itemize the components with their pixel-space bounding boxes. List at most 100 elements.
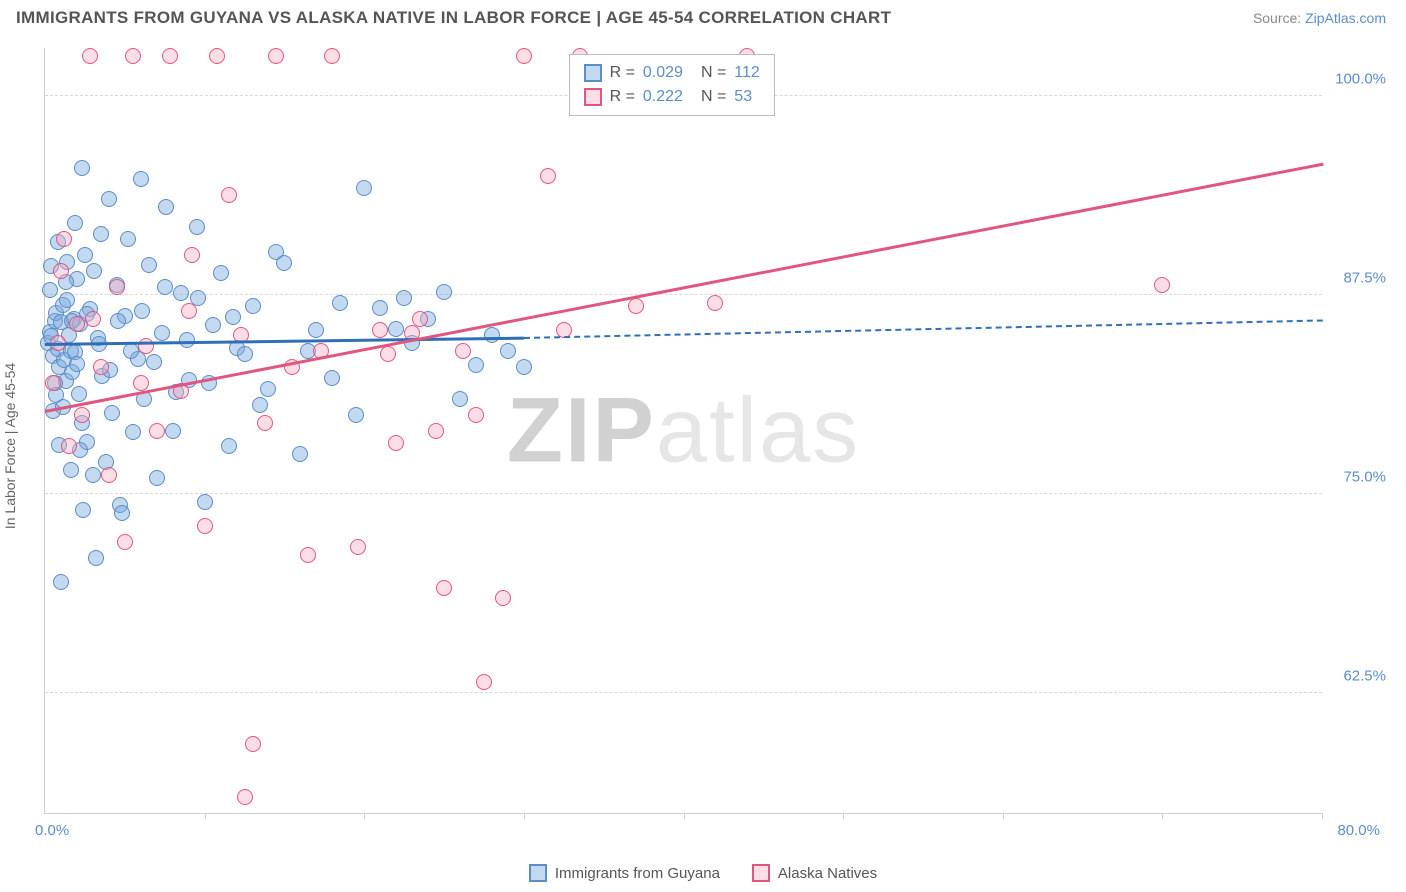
scatter-point <box>455 343 471 359</box>
scatter-point <box>157 279 173 295</box>
scatter-point <box>332 295 348 311</box>
correlation-row: R = 0.222N = 53 <box>584 85 760 109</box>
scatter-point <box>45 375 61 391</box>
scatter-point <box>85 311 101 327</box>
scatter-point <box>436 284 452 300</box>
legend-item: Immigrants from Guyana <box>529 864 720 882</box>
scatter-point <box>237 789 253 805</box>
scatter-point <box>372 322 388 338</box>
scatter-point <box>372 300 388 316</box>
scatter-point <box>86 263 102 279</box>
correlation-legend: R = 0.029N = 112R = 0.222N = 53 <box>569 54 775 116</box>
scatter-point <box>308 322 324 338</box>
gridline-horizontal <box>45 692 1322 693</box>
x-tick <box>364 813 365 819</box>
scatter-point <box>133 171 149 187</box>
legend-swatch <box>752 864 770 882</box>
x-tick <box>205 813 206 819</box>
scatter-point <box>500 343 516 359</box>
scatter-point <box>88 550 104 566</box>
scatter-point <box>484 327 500 343</box>
scatter-point <box>56 231 72 247</box>
scatter-point <box>74 160 90 176</box>
scatter-point <box>67 215 83 231</box>
scatter-point <box>468 407 484 423</box>
scatter-point <box>158 199 174 215</box>
scatter-point <box>75 502 91 518</box>
scatter-point <box>189 219 205 235</box>
scatter-point <box>109 279 125 295</box>
scatter-point <box>104 405 120 421</box>
scatter-point <box>428 423 444 439</box>
scatter-point <box>356 180 372 196</box>
trend-line <box>45 163 1324 413</box>
legend-label: Alaska Natives <box>778 865 877 882</box>
scatter-point <box>197 518 213 534</box>
scatter-point <box>197 494 213 510</box>
scatter-point <box>82 48 98 64</box>
scatter-point <box>540 168 556 184</box>
trend-line-extrapolated <box>524 319 1323 339</box>
x-tick-label-min: 0.0% <box>35 822 69 839</box>
scatter-point <box>141 257 157 273</box>
scatter-point <box>380 346 396 362</box>
x-tick <box>524 813 525 819</box>
scatter-point <box>225 309 241 325</box>
scatter-point <box>117 534 133 550</box>
y-tick-label: 100.0% <box>1335 70 1386 87</box>
scatter-point <box>93 226 109 242</box>
scatter-point <box>125 424 141 440</box>
scatter-point <box>149 470 165 486</box>
plot-area: ZIPatlas 62.5%75.0%87.5%100.0%0.0%80.0%R… <box>44 48 1322 814</box>
scatter-point <box>165 423 181 439</box>
scatter-point <box>276 255 292 271</box>
scatter-point <box>61 438 77 454</box>
scatter-point <box>1154 277 1170 293</box>
scatter-point <box>173 285 189 301</box>
scatter-point <box>350 539 366 555</box>
scatter-point <box>388 435 404 451</box>
source-link[interactable]: ZipAtlas.com <box>1305 10 1386 26</box>
scatter-point <box>707 295 723 311</box>
scatter-point <box>53 574 69 590</box>
scatter-point <box>69 356 85 372</box>
watermark: ZIPatlas <box>507 378 860 483</box>
scatter-point <box>71 386 87 402</box>
correlation-row: R = 0.029N = 112 <box>584 61 760 85</box>
scatter-point <box>300 547 316 563</box>
legend-swatch <box>529 864 547 882</box>
scatter-point <box>260 381 276 397</box>
legend-swatch <box>584 64 602 82</box>
scatter-point <box>77 247 93 263</box>
scatter-point <box>74 407 90 423</box>
scatter-point <box>69 316 85 332</box>
scatter-point <box>257 415 273 431</box>
chart-title: IMMIGRANTS FROM GUYANA VS ALASKA NATIVE … <box>16 8 891 28</box>
scatter-point <box>388 321 404 337</box>
scatter-point <box>436 580 452 596</box>
scatter-point <box>125 48 141 64</box>
scatter-point <box>205 317 221 333</box>
scatter-point <box>59 292 75 308</box>
bottom-legend: Immigrants from Guyana Alaska Natives <box>0 864 1406 882</box>
x-tick <box>843 813 844 819</box>
x-tick-label-max: 80.0% <box>1337 822 1380 839</box>
scatter-point <box>53 263 69 279</box>
scatter-point <box>154 325 170 341</box>
y-axis-label: In Labor Force | Age 45-54 <box>2 363 18 529</box>
scatter-point <box>452 391 468 407</box>
x-tick <box>1003 813 1004 819</box>
scatter-point <box>468 357 484 373</box>
plot-container: In Labor Force | Age 45-54 ZIPatlas 62.5… <box>44 48 1386 844</box>
scatter-point <box>146 354 162 370</box>
legend-swatch <box>584 88 602 106</box>
scatter-point <box>85 467 101 483</box>
scatter-point <box>213 265 229 281</box>
scatter-point <box>324 370 340 386</box>
scatter-point <box>516 48 532 64</box>
legend-item: Alaska Natives <box>752 864 877 882</box>
scatter-point <box>110 313 126 329</box>
x-tick <box>1322 813 1323 819</box>
scatter-point <box>348 407 364 423</box>
scatter-point <box>221 438 237 454</box>
